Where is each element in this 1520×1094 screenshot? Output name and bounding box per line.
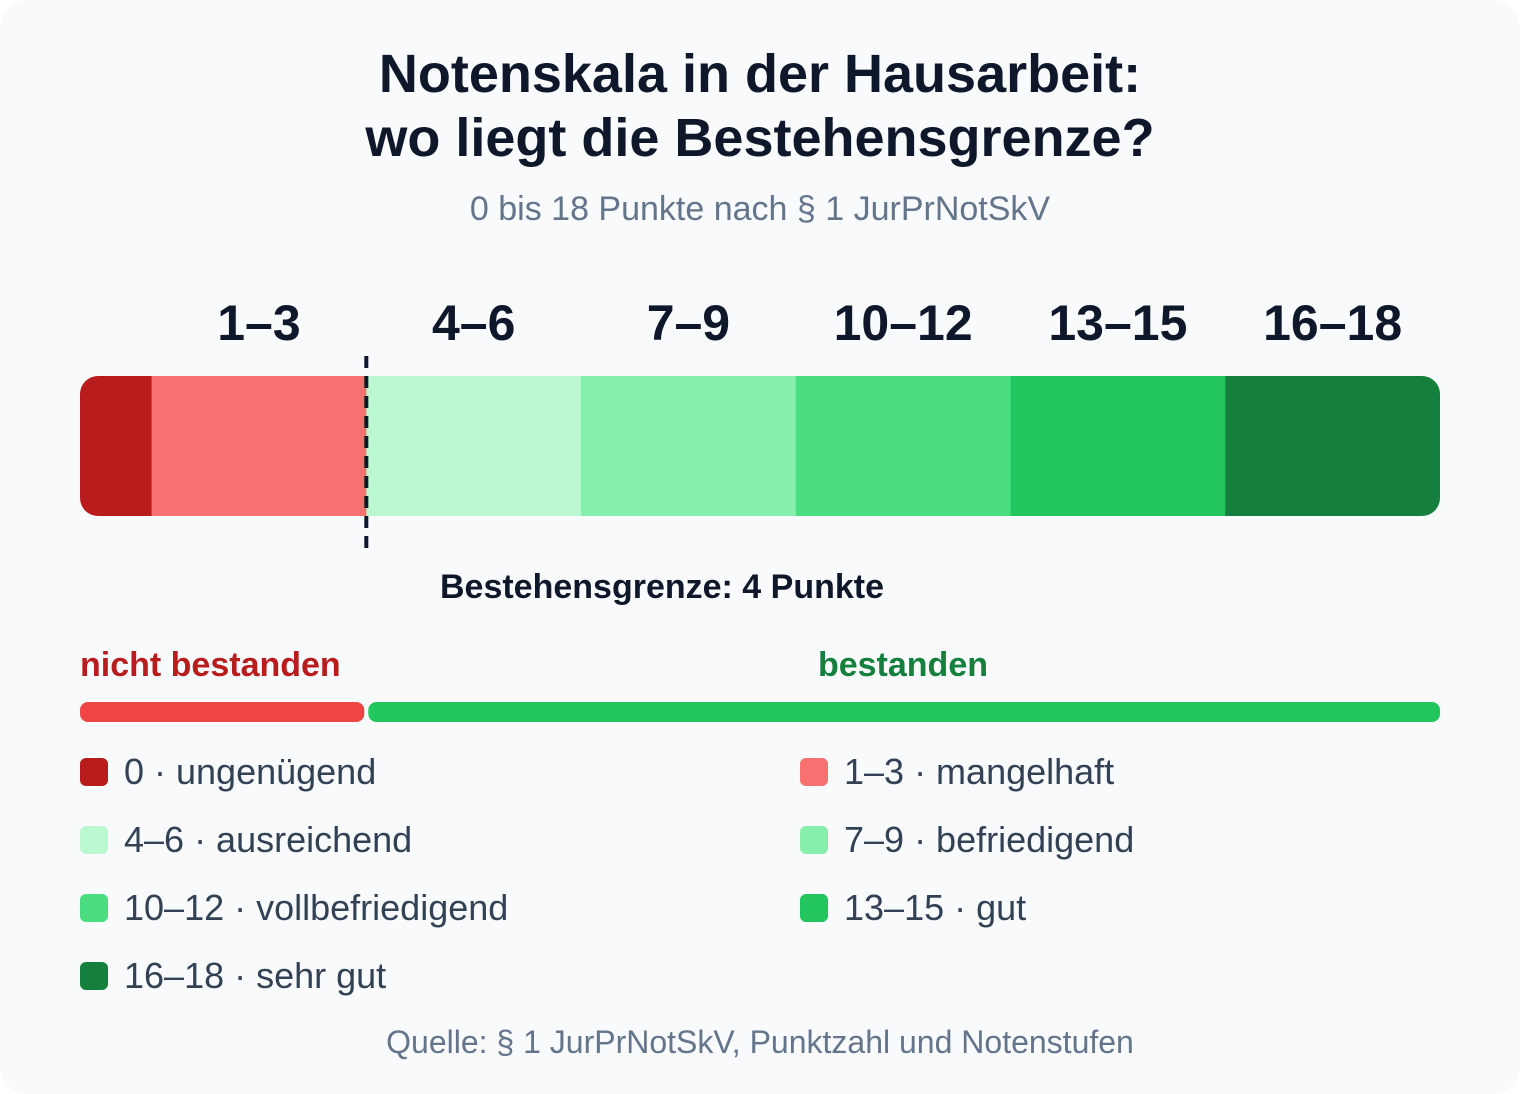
bar-segment-7–9	[581, 376, 797, 516]
legend-swatch	[80, 894, 108, 922]
threshold-label: Bestehensgrenze: 4 Punkte	[440, 568, 884, 606]
legend-swatch	[80, 758, 108, 786]
legend-item: 10–12 · vollbefriedigend	[80, 887, 509, 928]
fail-status-label: nicht bestanden	[80, 646, 341, 684]
legend-label: 10–12 · vollbefriedigend	[124, 887, 509, 928]
bar-segment-1–3	[151, 376, 367, 516]
bar-segment-4–6	[366, 376, 582, 516]
grade-scale-chart: 1–3 4–6 7–9 10–12 13–15 16–18 Bestehensgrenze:…	[80, 295, 1440, 722]
bar-segment-0	[80, 376, 153, 516]
bar-segment-10–12	[795, 376, 1012, 516]
legend-item: 1–3 · mangelhaft	[800, 751, 1115, 792]
legend-swatch	[800, 758, 828, 786]
bar-segment-13–15	[1010, 376, 1226, 516]
legend-swatch	[80, 962, 108, 990]
bar-segment-16–18	[1225, 376, 1440, 516]
band-label-10–12: 10–12	[834, 295, 973, 351]
fail-range-bar	[80, 702, 365, 722]
chart-subtitle: 0 bis 18 Punkte nach § 1 JurPrNotSkV	[469, 190, 1051, 228]
legend-label: 0 · ungenügend	[124, 751, 377, 792]
band-label-4–6: 4–6	[432, 295, 515, 351]
legend-item: 4–6 · ausreichend	[80, 819, 413, 860]
chart-title: Notenskala in der Hausarbeit: wo liegt d…	[0, 42, 1520, 170]
band-label-16–18: 16–18	[1263, 295, 1402, 351]
legend-swatch	[800, 826, 828, 854]
legend-swatch	[80, 826, 108, 854]
legend-label: 13–15 · gut	[844, 887, 1027, 928]
band-label-1–3: 1–3	[217, 295, 300, 351]
chart-title-line-2: wo liegt die Bestehensgrenze?	[365, 108, 1155, 168]
source-note: Quelle: § 1 JurPrNotSkV, Punktzahl und N…	[386, 1024, 1134, 1060]
band-label-7–9: 7–9	[647, 295, 730, 351]
legend-item: 7–9 · befriedigend	[800, 819, 1135, 860]
pass-range-bar	[368, 702, 1440, 722]
grade-bar	[80, 376, 1440, 516]
legend-label: 1–3 · mangelhaft	[844, 751, 1115, 792]
legend-label: 16–18 · sehr gut	[124, 955, 387, 996]
legend-item: 16–18 · sehr gut	[80, 955, 387, 996]
chart-title-line-1: Notenskala in der Hausarbeit:	[378, 44, 1142, 104]
legend-item: 0 · ungenügend	[80, 751, 377, 792]
legend-swatch	[800, 894, 828, 922]
legend-label: 4–6 · ausreichend	[124, 819, 413, 860]
pass-status-label: bestanden	[817, 646, 989, 684]
band-label-13–15: 13–15	[1048, 295, 1187, 351]
legend-item: 13–15 · gut	[800, 887, 1027, 928]
legend-label: 7–9 · befriedigend	[844, 819, 1135, 860]
